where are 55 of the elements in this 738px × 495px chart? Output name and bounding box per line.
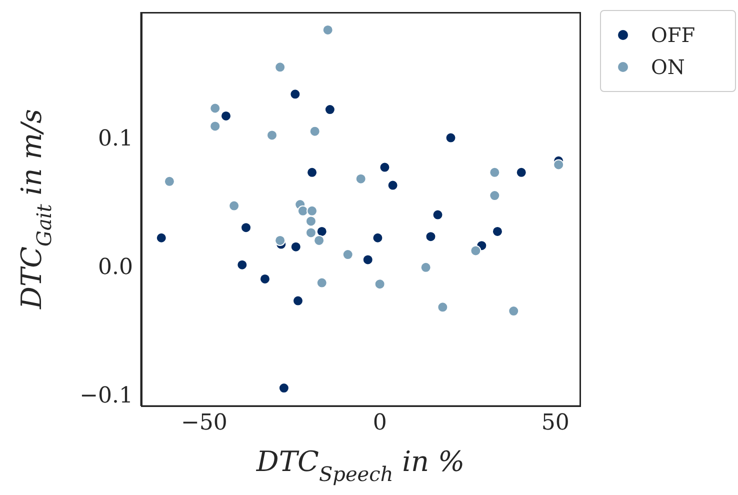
- point: [322, 24, 334, 36]
- x-tick-label: −50: [180, 410, 228, 436]
- point: [240, 222, 252, 234]
- point: [266, 130, 278, 141]
- point: [164, 176, 175, 187]
- point: [420, 262, 432, 273]
- point: [306, 205, 318, 216]
- point: [220, 110, 232, 122]
- point: [316, 277, 328, 288]
- point: [432, 209, 444, 220]
- point: [274, 62, 286, 73]
- point: [553, 159, 564, 170]
- x-axis-title: DTC$_{Speech}$ in %: [255, 445, 465, 486]
- x-tick-label: 50: [541, 410, 570, 436]
- point: [274, 234, 286, 246]
- point: [387, 180, 398, 191]
- point: [278, 382, 290, 394]
- point: [309, 126, 320, 137]
- point: [342, 249, 354, 260]
- point: [290, 241, 302, 252]
- legend-label: ON: [651, 55, 685, 79]
- point: [316, 226, 328, 237]
- point: [324, 104, 336, 116]
- point: [228, 200, 240, 212]
- point: [470, 245, 482, 256]
- point: [379, 162, 390, 173]
- point: [372, 232, 384, 244]
- point: [508, 306, 520, 317]
- point: [290, 88, 301, 100]
- point: [489, 190, 500, 202]
- y-tick-label: 0.0: [98, 254, 133, 280]
- point: [305, 216, 316, 227]
- point: [516, 166, 527, 178]
- point: [210, 120, 221, 132]
- point: [236, 259, 248, 270]
- point: [425, 231, 436, 242]
- point: [306, 166, 318, 178]
- point: [489, 166, 500, 178]
- point: [437, 302, 448, 313]
- point: [492, 226, 503, 237]
- point: [156, 232, 167, 244]
- point: [355, 173, 366, 184]
- y-tick-label: −0.1: [80, 383, 133, 408]
- point: [445, 132, 456, 144]
- x-tick-label: 0: [372, 410, 387, 436]
- legend-label: OFF: [651, 23, 696, 47]
- point: [374, 278, 386, 290]
- point: [259, 273, 270, 284]
- point: [297, 205, 308, 216]
- point: [292, 295, 304, 306]
- point: [210, 102, 221, 114]
- point: [314, 234, 325, 246]
- y-tick-label: 0.1: [98, 126, 133, 152]
- point: [362, 254, 374, 266]
- point: [305, 227, 316, 238]
